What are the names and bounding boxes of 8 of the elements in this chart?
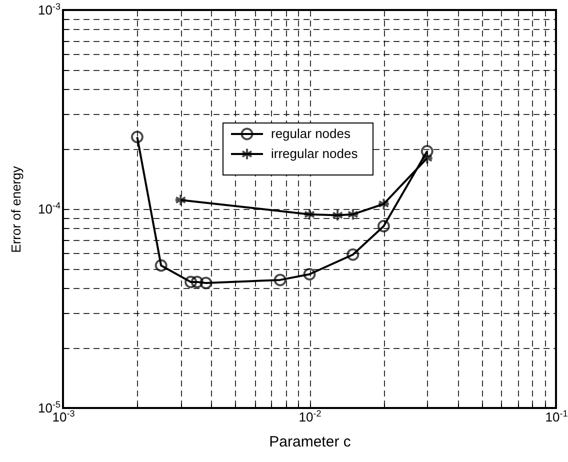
x-tick-label: 10$^{-2}$ [298,408,322,424]
y-tick-label: 10$^{-4}$ [38,200,60,216]
x-tick-label: 10$^{-1}$ [545,408,568,424]
legend-label: irregular nodes [271,146,358,161]
y-tick-label: 10$^{-3}$ [38,2,60,18]
legend-label: regular nodes [271,126,351,141]
y-axis-title: Error of energy [8,166,24,253]
x-axis-title: Parameter c [269,434,352,450]
